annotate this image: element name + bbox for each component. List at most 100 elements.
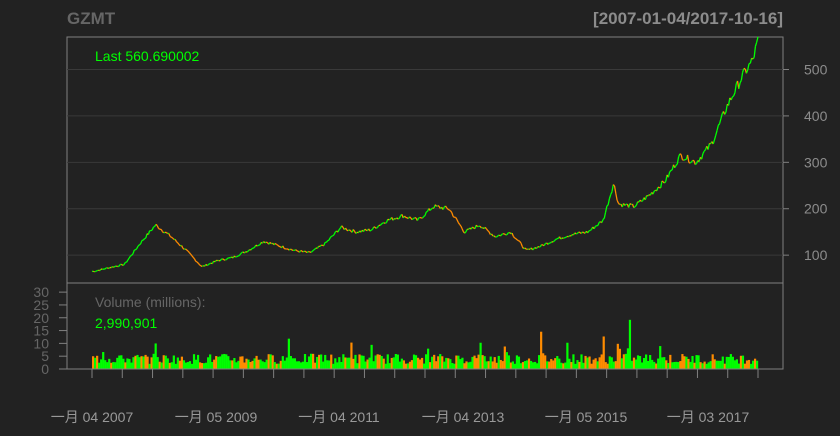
volume-bar bbox=[192, 354, 196, 369]
price-tick-label: 200 bbox=[804, 201, 828, 217]
volume-bar bbox=[604, 362, 607, 369]
price-segment bbox=[607, 198, 611, 205]
volume-bar bbox=[144, 354, 147, 369]
price-segment bbox=[201, 265, 204, 267]
price-segment bbox=[521, 246, 525, 250]
volume-tick-label: 15 bbox=[33, 323, 49, 339]
volume-bar bbox=[259, 359, 262, 369]
price-segment bbox=[716, 125, 719, 131]
price-segment bbox=[140, 240, 143, 245]
price-segment bbox=[319, 244, 322, 247]
price-segment bbox=[660, 180, 663, 188]
price-segment bbox=[701, 153, 704, 160]
price-segment bbox=[165, 231, 168, 235]
volume-bar bbox=[447, 358, 450, 369]
price-segment bbox=[679, 153, 682, 156]
volume-bar bbox=[128, 358, 131, 369]
price-segment bbox=[162, 231, 165, 234]
price-tick-label: 400 bbox=[804, 108, 828, 124]
volume-bar bbox=[509, 362, 512, 369]
price-segment bbox=[122, 264, 125, 267]
price-segment bbox=[616, 199, 619, 204]
volume-bar bbox=[394, 353, 397, 369]
volume-bar bbox=[297, 361, 301, 369]
volume-bar bbox=[376, 354, 379, 369]
volume-bar bbox=[384, 363, 387, 369]
volume-bar bbox=[515, 355, 519, 369]
price-segment bbox=[504, 233, 507, 236]
price-segment bbox=[613, 185, 617, 194]
price-segment bbox=[187, 250, 190, 254]
price-segment bbox=[205, 263, 208, 267]
volume-bar bbox=[225, 354, 228, 369]
price-segment bbox=[583, 232, 586, 234]
price-segment bbox=[740, 72, 744, 81]
price-segment bbox=[511, 232, 514, 237]
volume-tick-label: 20 bbox=[33, 310, 49, 326]
x-tick-label: 一月 05 2015 bbox=[545, 409, 628, 425]
x-tick-label: 一月 05 2009 bbox=[175, 409, 258, 425]
price-segment bbox=[123, 262, 126, 265]
volume-bar bbox=[618, 348, 621, 369]
volume-bar bbox=[219, 356, 222, 369]
volume-bar bbox=[277, 363, 280, 369]
volume-tick-label: 0 bbox=[41, 361, 49, 377]
price-segment bbox=[724, 111, 727, 115]
price-segment bbox=[493, 235, 496, 238]
price-segment bbox=[563, 237, 565, 239]
price-segment bbox=[610, 191, 613, 195]
price-segment bbox=[282, 245, 285, 249]
volume-bar bbox=[348, 357, 351, 369]
volume-bar bbox=[649, 355, 652, 369]
volume-bar bbox=[681, 354, 684, 369]
volume-bar bbox=[592, 359, 595, 369]
price-segment bbox=[442, 206, 445, 210]
volume-bar bbox=[713, 359, 716, 369]
volume-bar bbox=[184, 362, 188, 369]
volume-bar bbox=[475, 358, 478, 369]
volume-bar bbox=[552, 360, 555, 369]
price-segment bbox=[195, 260, 198, 263]
price-segment bbox=[370, 228, 373, 231]
price-segment bbox=[603, 212, 607, 219]
volume-bar bbox=[209, 354, 212, 369]
volume-bar bbox=[410, 360, 414, 369]
price-segment bbox=[406, 217, 409, 220]
price-segment bbox=[356, 231, 359, 234]
price-segment bbox=[661, 180, 664, 183]
price-gridlines bbox=[67, 68, 783, 256]
volume-bar bbox=[324, 354, 327, 369]
volume-bar bbox=[497, 355, 500, 369]
price-segment bbox=[413, 217, 416, 220]
volume-bar bbox=[253, 358, 256, 369]
volume-bar bbox=[422, 363, 426, 369]
price-segment bbox=[99, 268, 102, 272]
price-segment bbox=[298, 250, 302, 253]
volume-bar bbox=[749, 363, 753, 369]
x-tick-label: 一月 04 2013 bbox=[422, 409, 505, 425]
price-segment bbox=[751, 57, 754, 60]
volume-bar bbox=[158, 361, 161, 369]
volume-tick-label: 10 bbox=[33, 335, 49, 351]
price-segment bbox=[277, 244, 280, 247]
price-segment bbox=[604, 205, 608, 213]
price-segment bbox=[465, 228, 468, 233]
price-segment bbox=[168, 233, 171, 237]
price-segment bbox=[387, 218, 390, 221]
price-segment bbox=[506, 232, 509, 236]
volume-bar bbox=[118, 355, 121, 369]
volume-bar bbox=[316, 356, 319, 369]
volume-bar bbox=[703, 361, 706, 369]
volume-bar bbox=[340, 361, 343, 369]
volume-bar bbox=[390, 357, 393, 369]
volume-bar bbox=[636, 355, 640, 369]
volume-bar bbox=[729, 354, 732, 369]
volume-bar bbox=[380, 356, 383, 369]
volume-bar bbox=[665, 360, 668, 369]
volume-bar bbox=[519, 363, 523, 369]
price-segment bbox=[747, 63, 750, 70]
price-segment bbox=[104, 267, 107, 270]
price-segment bbox=[560, 237, 563, 240]
price-segment bbox=[664, 181, 667, 184]
